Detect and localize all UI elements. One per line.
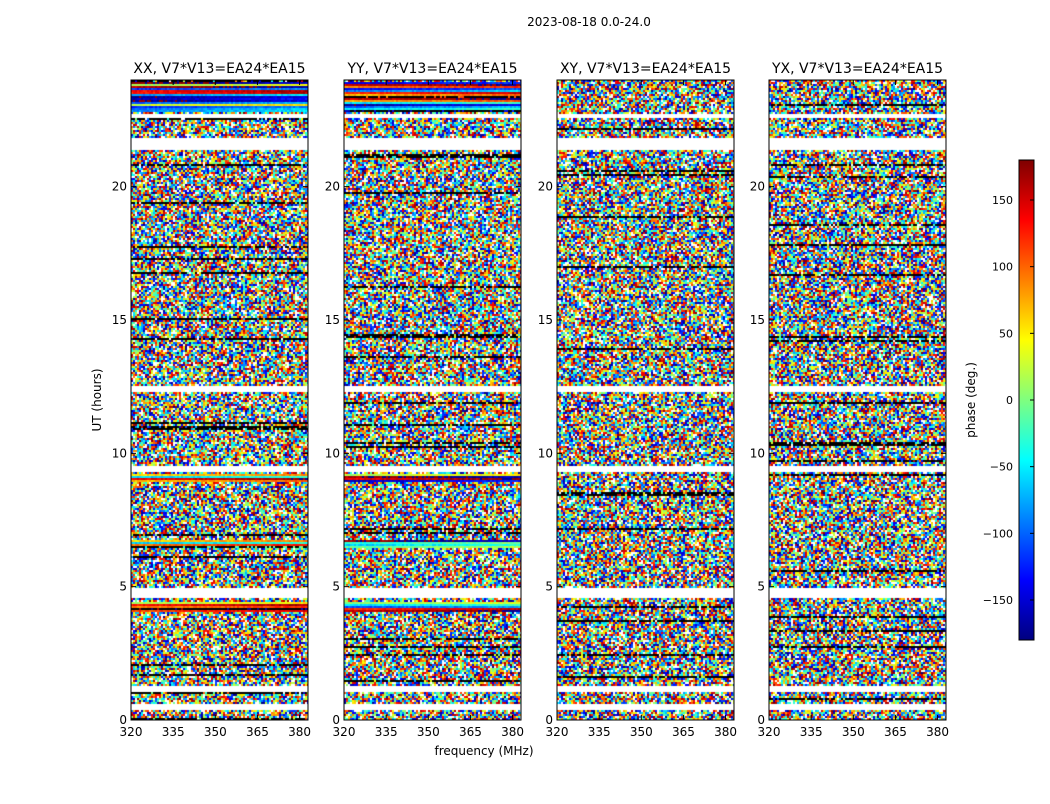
x-tick-label: 380 [288,725,311,739]
x-tick-label: 365 [246,725,269,739]
x-tick-label: 365 [884,725,907,739]
figure-title: 2023-08-18 0.0-24.0 [527,15,651,29]
y-tick-label: 0 [332,713,340,727]
x-tick-label: 365 [672,725,695,739]
y-tick-label: 0 [545,713,553,727]
y-tick-label: 20 [538,180,553,194]
phase-heatmap-xx [131,80,308,720]
y-tick-label: 15 [112,313,127,327]
x-tick-label: 365 [459,725,482,739]
x-tick-label: 380 [714,725,737,739]
phase-heatmap-xy [557,80,734,720]
x-tick-label: 320 [120,725,143,739]
y-tick-label: 5 [757,580,765,594]
x-tick-label: 350 [417,725,440,739]
panel-frame [343,79,522,721]
panel-title: XX, V7*V13=EA24*EA15 [133,61,305,77]
y-tick-label: 20 [750,180,765,194]
y-tick-label: 0 [757,713,765,727]
colorbar-tick-label: 0 [1006,394,1013,407]
y-tick-label: 20 [112,180,127,194]
y-tick-label: 10 [325,446,340,460]
colorbar-tick-label: −150 [983,594,1013,607]
colorbar-tick-label: −100 [983,527,1013,540]
x-tick-label: 350 [204,725,227,739]
phase-colorbar: 150 100 50 0 −50 −100 −150 phase (deg.) [964,159,1035,641]
y-tick-label: 10 [112,446,127,460]
panel-title: YX, V7*V13=EA24*EA15 [771,61,943,77]
x-tick-label: 350 [842,725,865,739]
panel-title: YY, V7*V13=EA24*EA15 [346,61,517,77]
colorbar-label: phase (deg.) [964,362,978,438]
y-tick-label: 15 [538,313,553,327]
colorbar-tick-label: 150 [992,194,1013,207]
x-tick-label: 350 [630,725,653,739]
colorbar-tick-label: 50 [999,327,1013,340]
panel-yy: YY, V7*V13=EA24*EA15 320 335 350 365 380 0 5 10 1… [325,61,524,739]
x-axis-label: frequency (MHz) [434,744,533,758]
y-tick-label: 0 [119,713,127,727]
y-tick-label: 5 [332,580,340,594]
colorbar-tick-label: −50 [990,461,1013,474]
y-axis-label: UT (hours) [90,368,104,431]
y-tick-label: 20 [325,180,340,194]
x-tick-label: 335 [800,725,823,739]
panel-frame [130,79,309,721]
x-tick-label: 320 [333,725,356,739]
y-tick-label: 5 [545,580,553,594]
panel-frame [768,79,947,721]
panel-xx: XX, V7*V13=EA24*EA15 320 335 350 365 380 0 5 10 1… [112,61,311,739]
y-tick-label: 15 [325,313,340,327]
colorbar-ticks: 150 100 50 0 −50 −100 −150 [983,194,1034,607]
x-tick-label: 380 [501,725,524,739]
y-tick-label: 15 [750,313,765,327]
panel-title: XY, V7*V13=EA24*EA15 [560,61,731,77]
phase-heatmap-yx [769,80,946,720]
y-tick-label: 10 [750,446,765,460]
x-tick-label: 335 [588,725,611,739]
phase-heatmap-yy [344,80,521,720]
x-tick-label: 320 [546,725,569,739]
panel-frame [556,79,735,721]
y-tick-label: 10 [538,446,553,460]
y-tick-label: 5 [119,580,127,594]
panels-layer: XX, V7*V13=EA24*EA15 320 335 350 365 380 0 5 10 1… [112,61,949,739]
x-tick-label: 380 [926,725,949,739]
colorbar-tick-label: 100 [992,261,1013,274]
x-tick-label: 320 [758,725,781,739]
x-tick-label: 335 [162,725,185,739]
panel-yx: YX, V7*V13=EA24*EA15 320 335 350 365 380 0 5 10 1… [750,61,949,739]
x-tick-label: 335 [375,725,398,739]
panel-xy: XY, V7*V13=EA24*EA15 320 335 350 365 380 0 5 10 1… [538,61,737,739]
